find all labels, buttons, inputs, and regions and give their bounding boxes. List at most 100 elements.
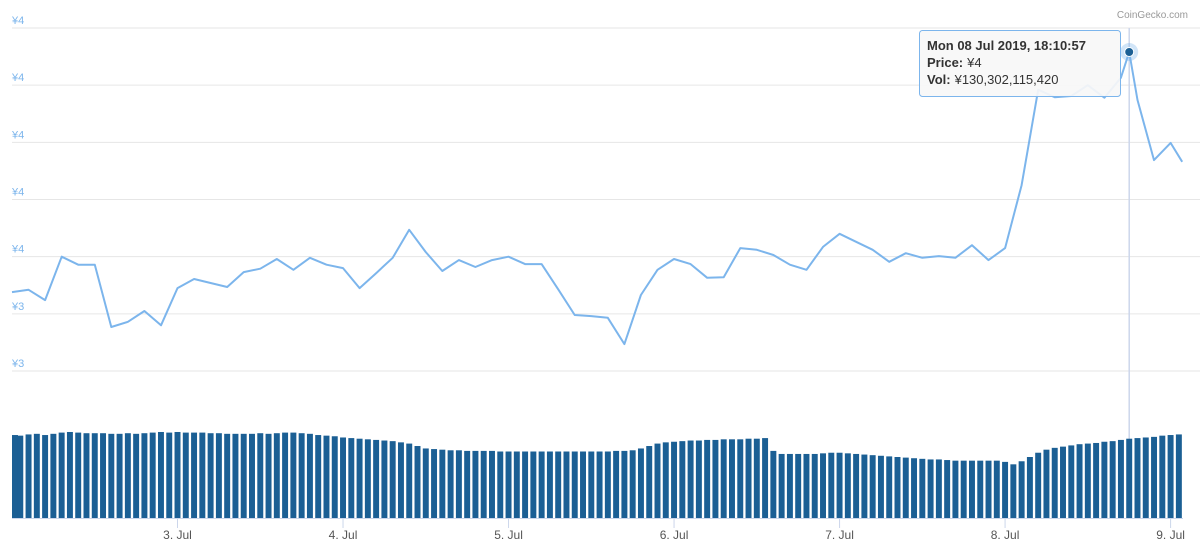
volume-bar [613,450,620,518]
volume-bar [588,451,595,518]
volume-bar [290,432,297,518]
volume-bar [704,439,711,518]
volume-bar [191,432,198,518]
y-tick-label: ¥4 [11,244,24,256]
volume-bar [977,460,984,518]
volume-bar [182,432,189,518]
volume-bar [571,451,578,518]
volume-bar [199,432,206,518]
volume-bar [919,458,926,518]
volume-bar [968,460,975,518]
volume-bar [1109,441,1116,518]
y-tick-label: ¥4 [11,187,24,199]
volume-bar [1002,461,1009,518]
volume-bar [83,433,90,518]
volume-bar [381,440,388,518]
volume-bar [124,433,131,518]
volume-bar [1051,447,1058,518]
volume-bar [17,435,24,518]
x-tick-label: 8. Jul [991,528,1020,542]
volume-bar [1018,461,1025,518]
tooltip-price-label: Price: [927,55,963,70]
volume-bar [1126,438,1133,518]
volume-bar [157,431,164,518]
volume-bar [1068,445,1075,518]
volume-bar [464,450,471,518]
x-tick-label: 7. Jul [825,528,854,542]
x-tick-label: 9. Jul [1156,528,1185,542]
volume-bar [431,449,438,518]
volume-bar [108,433,115,518]
volume-bar [762,438,769,518]
tooltip: Mon 08 Jul 2019, 18:10:57 Price: ¥4 Vol: ¥13… [919,30,1121,97]
volume-bar [25,434,32,518]
volume-bar [240,433,247,518]
volume-bar [671,441,678,518]
volume-bar [1142,437,1149,518]
volume-bar [1101,441,1108,518]
volume-bar [712,439,719,518]
volume-bar [522,451,529,518]
volume-bar [737,439,744,518]
tooltip-box [919,30,1121,97]
volume-bar [42,435,49,518]
volume-bar [397,442,404,518]
volume-bar [1175,434,1182,518]
volume-bar [877,455,884,518]
volume-bar [348,438,355,518]
volume-bar [58,432,65,518]
volume-bar [911,458,918,518]
volume-bar [861,454,868,518]
volume-bar [472,450,479,518]
volume-bar [1151,436,1158,518]
volume-bar [1117,439,1124,518]
volume-bar [33,433,40,518]
volume-bar [1026,457,1033,518]
volume-bar [844,453,851,518]
volume-bar [249,433,255,518]
volume-bar [232,433,239,518]
volume-bar [621,450,628,518]
volume-bar [637,448,644,518]
volume-bar [803,453,810,518]
volume-bar [265,433,272,518]
volume-bar [828,452,835,518]
x-tick-label: 6. Jul [660,528,689,542]
volume-bar [480,450,487,518]
volume-bar [356,438,363,518]
volume-bar [820,453,826,518]
volume-bar [555,451,562,518]
volume-bar [133,433,140,518]
volume-bar [497,451,504,518]
volume-bar [489,450,495,518]
volume-bar [1084,443,1091,518]
volume-bar [282,432,289,518]
volume-bar [364,439,371,518]
volume-bar [869,455,876,518]
volume-bar [927,459,934,518]
credit[interactable]: CoinGecko.com [1117,10,1188,21]
volume-bar [116,433,123,518]
volume-bar [580,451,586,518]
volume-bar [1043,449,1050,518]
volume-bar [12,435,18,518]
volume-bar [406,443,413,518]
volume-bar [778,453,785,518]
volume-bar [770,450,777,518]
volume-bar [513,451,520,518]
volume-bar [414,446,421,518]
volume-bar [1134,438,1141,518]
volume-bar [538,451,545,518]
volume-bar [149,432,156,518]
volume-bar [687,440,694,518]
volume-bar [1060,446,1066,518]
volume-bar [340,437,347,518]
volume-bar [993,460,1000,518]
volume-bar [1159,435,1166,518]
x-tick-label: 3. Jul [163,528,192,542]
volume-bar [563,451,570,518]
volume-bar [679,441,686,518]
volume-bar [1167,435,1174,518]
y-tick-label: ¥3 [11,301,24,313]
